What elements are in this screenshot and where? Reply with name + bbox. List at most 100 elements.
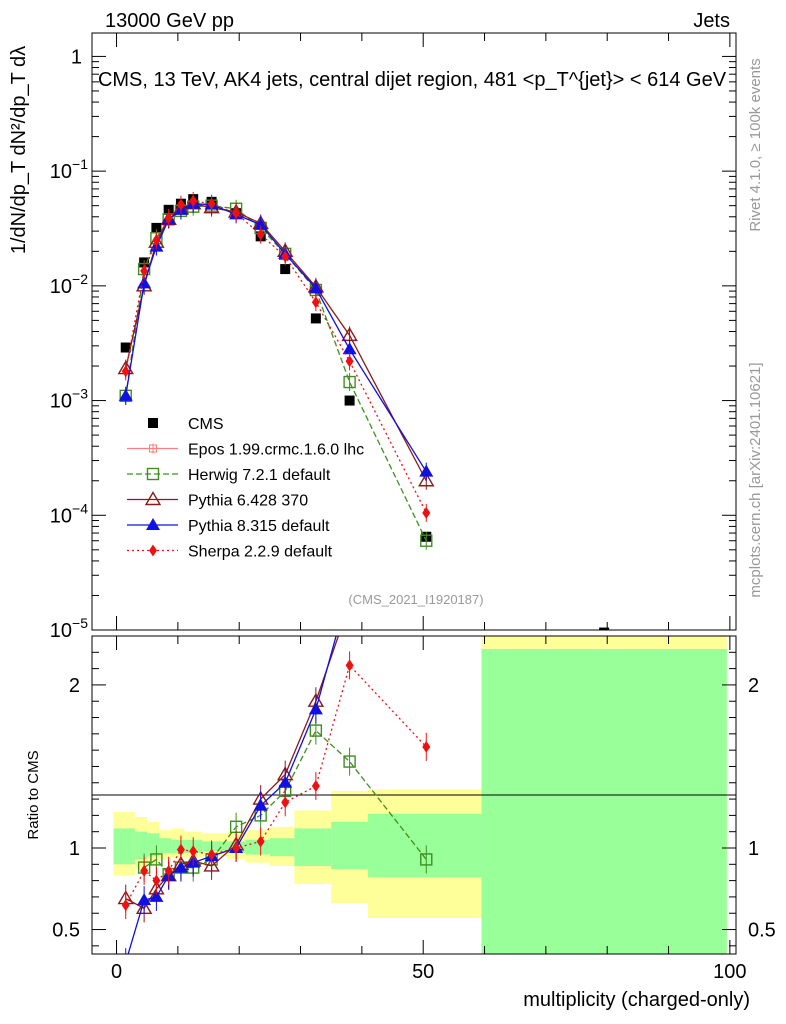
uncertainty-band-inner bbox=[245, 839, 270, 855]
main-axis-ticks: 1 10−1 10−2 10−3 10−4 10−5 bbox=[50, 33, 736, 642]
data-point-data bbox=[120, 342, 131, 353]
ratio-y-axis-label: Ratio to CMS bbox=[25, 750, 42, 839]
legend-entry-label: Herwig 7.2.1 default bbox=[188, 467, 331, 484]
ratio-point-sherpa bbox=[232, 842, 241, 854]
ratio-point-sherpa bbox=[121, 899, 130, 912]
x-tick-label: 50 bbox=[412, 961, 434, 983]
analysis-id-label: (CMS_2021_I1920187) bbox=[348, 592, 483, 607]
y-tick-label: 10−4 bbox=[50, 500, 88, 527]
data-point-sherpa bbox=[345, 355, 354, 368]
uncertainty-band-inner bbox=[147, 833, 160, 857]
ratio-point-sherpa bbox=[345, 659, 354, 672]
legend-entry-label: Sherpa 2.2.9 default bbox=[188, 544, 333, 561]
data-point-sherpa bbox=[164, 212, 173, 225]
legend-entry-label: CMS bbox=[188, 416, 224, 433]
ratio-point-py6 bbox=[203, 857, 220, 872]
y-tick-label: 1 bbox=[71, 46, 82, 68]
legend-entry-label: Pythia 6.428 370 bbox=[188, 493, 308, 510]
data-point-sherpa bbox=[422, 506, 431, 519]
data-point-py8 bbox=[118, 388, 133, 401]
data-point-sherpa bbox=[189, 194, 198, 207]
y-tick-label: 10−3 bbox=[50, 386, 88, 413]
data-point-sherpa bbox=[140, 264, 149, 277]
ratio-y-tick-label: 0.5 bbox=[52, 920, 80, 942]
data-point-herwig bbox=[420, 534, 433, 547]
uncertainty-band-inner bbox=[202, 841, 227, 852]
legend-marker-data bbox=[148, 418, 158, 428]
ratio-point-sherpa bbox=[207, 848, 216, 861]
ratio-point-sherpa bbox=[176, 843, 185, 856]
data-point-sherpa bbox=[176, 198, 185, 211]
ratio-plot-frame bbox=[91, 635, 737, 955]
legend: CMS Epos 1.99.crmc.1.6.0 lhc Herwig 7.2.1 … bbox=[127, 416, 364, 561]
data-point-data bbox=[310, 313, 321, 324]
data-point-py8 bbox=[419, 464, 434, 477]
ratio-point-py8 bbox=[149, 889, 164, 902]
data-point-data bbox=[344, 395, 355, 406]
y-tick-label: 10−1 bbox=[50, 156, 88, 183]
ratio-point-sherpa bbox=[311, 780, 320, 793]
data-point-sherpa bbox=[281, 250, 290, 263]
mcplots-credit-label: mcplots.cern.ch [arXiv:2401.10621] bbox=[747, 362, 764, 597]
ratio-point-sherpa bbox=[152, 874, 161, 887]
category-label: Jets bbox=[693, 10, 730, 32]
ratio-point-herwig bbox=[343, 755, 356, 768]
uncertainty-band-inner bbox=[368, 813, 482, 878]
data-point-py8 bbox=[253, 217, 268, 230]
ratio-point-herwig bbox=[420, 853, 433, 866]
uncertainty-band-inner bbox=[481, 649, 727, 954]
data-point-py8 bbox=[342, 342, 357, 355]
ratio-point-py8 bbox=[278, 775, 293, 788]
uncertainty-band-inner bbox=[159, 838, 172, 853]
ratio-point-py8 bbox=[137, 893, 152, 906]
ratio-line-py6 bbox=[125, 636, 340, 910]
data-point-data bbox=[280, 264, 291, 275]
data-point-sherpa bbox=[311, 296, 320, 309]
ratio-point-sherpa bbox=[140, 864, 149, 877]
ratio-y-tick-label-right: 0.5 bbox=[748, 920, 776, 942]
ratio-y-tick-label: 1 bbox=[69, 838, 80, 860]
ratio-point-sherpa bbox=[422, 740, 431, 753]
ratio-point-py8 bbox=[173, 860, 188, 873]
ratio-point-py8 bbox=[253, 798, 268, 811]
legend-marker-herwig bbox=[146, 467, 160, 481]
uncertainty-band-inner bbox=[113, 828, 135, 865]
ratio-point-sherpa bbox=[164, 864, 173, 877]
ratio-point-herwig bbox=[309, 724, 323, 737]
main-chart-title: CMS, 13 TeV, AK4 jets, central dijet reg… bbox=[98, 69, 727, 91]
uncertainty-band-inner bbox=[269, 838, 295, 857]
legend-entry-label: Pythia 8.315 default bbox=[188, 518, 330, 535]
data-point-sherpa bbox=[152, 234, 161, 247]
ratio-y-tick-label-right: 1 bbox=[748, 838, 759, 860]
legend-marker-py6 bbox=[144, 491, 162, 506]
x-tick-label: 100 bbox=[713, 961, 746, 983]
main-series-layer bbox=[117, 191, 610, 630]
y-tick-label: 10−2 bbox=[50, 271, 88, 298]
energy-label: 13000 GeV pp bbox=[105, 10, 234, 32]
main-y-axis-label: 1/dN/dp_T dN²/dp_T dλ bbox=[8, 46, 30, 254]
uncertainty-band-inner bbox=[294, 828, 332, 866]
ratio-point-sherpa bbox=[281, 796, 290, 809]
x-tick-label: 0 bbox=[111, 961, 122, 983]
data-point-py8 bbox=[137, 276, 152, 289]
data-point-sherpa bbox=[121, 365, 130, 378]
legend-entry-label: Epos 1.99.crmc.1.6.0 lhc bbox=[188, 442, 364, 459]
data-point-sherpa bbox=[232, 207, 241, 220]
ratio-y-tick-label: 2 bbox=[69, 675, 80, 697]
ratio-point-sherpa bbox=[256, 835, 265, 848]
data-point-py6 bbox=[418, 472, 435, 487]
main-panel: 1 10−1 10−2 10−3 10−4 10−5 CMS, 13 TeV, AK4 j… bbox=[8, 32, 737, 642]
ratio-y-tick-label-right: 2 bbox=[748, 675, 759, 697]
uncertainty-band-inner bbox=[134, 831, 148, 860]
legend-marker-epos bbox=[148, 443, 158, 454]
legend-marker-py8 bbox=[146, 518, 160, 530]
data-point-data bbox=[599, 627, 610, 630]
data-point-py8 bbox=[308, 281, 323, 294]
ratio-axis-ticks: 0.5 0.5 1 1 2 2 bbox=[52, 651, 776, 947]
y-tick-label: 10−5 bbox=[50, 615, 88, 642]
data-point-sherpa bbox=[207, 197, 216, 210]
legend-marker-sherpa bbox=[149, 544, 157, 557]
ratio-point-sherpa bbox=[189, 845, 198, 858]
ratio-panel: 0.5 0.5 1 1 2 2 Ratio to CMS 0 50 100 multiplic… bbox=[25, 635, 776, 1011]
